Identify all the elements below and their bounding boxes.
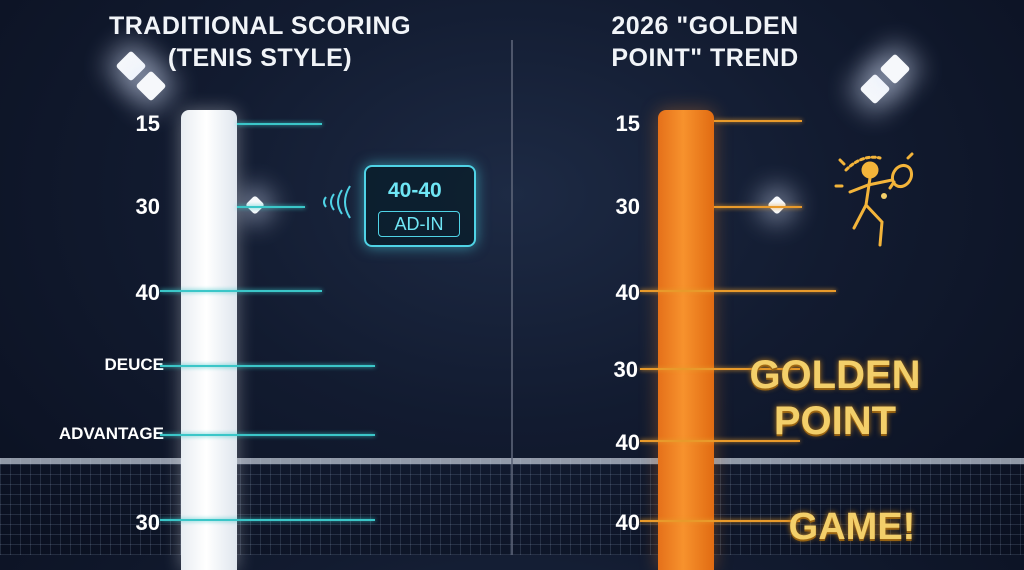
scoreboard-main-score: 40-40: [388, 179, 442, 202]
left-tick: [160, 365, 375, 367]
stadium-light-icon: [879, 53, 911, 85]
panel-divider: [511, 40, 513, 555]
stadium-light-icon: [245, 195, 265, 215]
left-score-advantage: ADVANTAGE: [58, 424, 164, 443]
traditional-scoring-title: TRADITIONAL SCORING (TENIS STYLE): [108, 12, 412, 72]
right-tick: [640, 520, 800, 522]
left-tick: [237, 123, 322, 125]
game-label: GAME!: [788, 506, 916, 548]
left-tick: [160, 519, 375, 521]
golden-point-score-bar: [658, 110, 714, 570]
golden-point-title: 2026 "GOLDEN POINT" TREND: [611, 12, 799, 72]
right-tick: [714, 120, 802, 122]
stadium-light-icon: [135, 70, 167, 102]
right-tick: [640, 440, 800, 442]
left-tick: [160, 290, 322, 292]
left-tick: [237, 206, 305, 208]
right-score-40-third: 40: [615, 510, 640, 535]
sound-waves-icon: [323, 185, 351, 219]
right-tick: [714, 206, 802, 208]
scoreboard-advantage: AD-IN: [378, 211, 460, 237]
right-score-40-second: 40: [615, 430, 640, 455]
left-score-15: 15: [135, 111, 160, 136]
right-tick: [640, 368, 800, 370]
left-score-40: 40: [135, 280, 160, 305]
scoreboard-display: 40-40 AD-IN: [364, 165, 476, 247]
left-score-30: 30: [135, 194, 160, 219]
right-score-30-second: 30: [613, 357, 638, 382]
left-score-deuce: DEUCE: [104, 355, 164, 374]
left-tick: [160, 434, 375, 436]
right-score-15: 15: [615, 111, 640, 136]
right-score-40: 40: [615, 280, 640, 305]
right-score-30: 30: [615, 194, 640, 219]
stadium-light-icon: [767, 195, 787, 215]
left-score-30-bottom: 30: [135, 510, 160, 535]
right-tick: [640, 290, 836, 292]
golden-point-label: GOLDEN POINT: [749, 353, 921, 443]
traditional-score-bar: [181, 110, 237, 570]
stadium-light-icon: [859, 73, 891, 105]
padel-player-icon: [834, 152, 914, 247]
